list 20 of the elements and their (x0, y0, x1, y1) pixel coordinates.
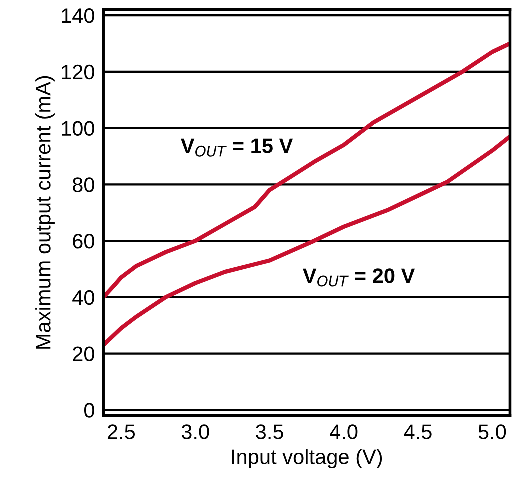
x-tick-label: 5.0 (478, 424, 506, 440)
y-tick-label: 20 (73, 346, 94, 362)
line-series (104, 42, 510, 300)
x-tick-label: 2.5 (108, 424, 136, 440)
y-tick-label: 60 (73, 234, 94, 249)
x-tick-label: 3.5 (256, 424, 284, 440)
series-label: V$_{OUT}$ = 15 V (181, 138, 294, 157)
line-series (104, 134, 510, 348)
x-tick-label: 4.0 (330, 424, 358, 440)
x-tick-label: 4.5 (404, 424, 432, 440)
x-tick-label: 3.0 (182, 424, 210, 440)
y-tick-label: 80 (73, 178, 94, 192)
y-tick-label: 100 (62, 121, 94, 136)
x-axis-title: Input voltage (V) (232, 449, 382, 469)
y-tick-label: 120 (62, 64, 94, 80)
y-tick-label: 140 (62, 8, 94, 24)
y-axis-title: Maximum output current (mA) (36, 76, 55, 349)
y-tick-label: 0 (84, 403, 94, 418)
series-label: V$_{OUT}$ = 20 V (302, 268, 416, 287)
y-tick-label: 40 (72, 290, 94, 306)
